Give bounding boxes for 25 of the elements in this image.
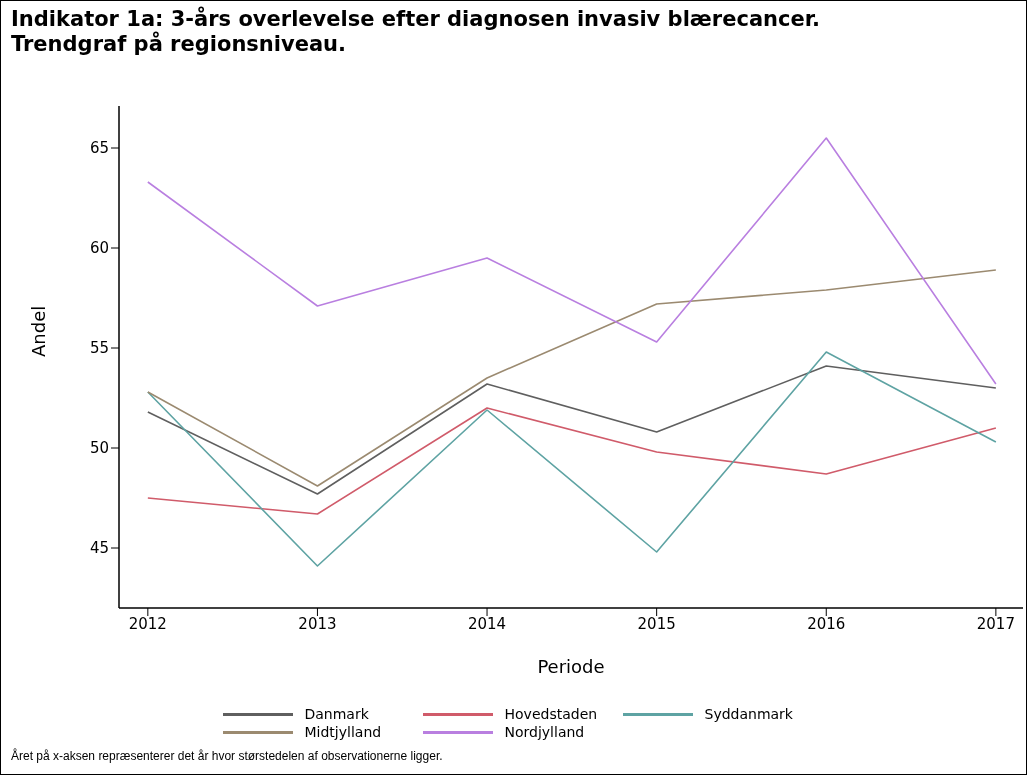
line-series: [147, 269, 997, 487]
y-tick-label: 45: [89, 539, 109, 558]
x-tick-label: 2013: [298, 614, 337, 633]
legend-label: Hovedstaden: [504, 705, 599, 723]
x-tick-label: 2015: [637, 614, 676, 633]
y-axis-title: Andel: [28, 305, 50, 357]
chart-title: Indikator 1a: 3-års overlevelse efter diagnosen invasiv blærecancer. Trendgraf på regionsniveau.: [11, 7, 821, 57]
text: Året på x-aksen repræsenterer det år hvor størstedelen af observationerne ligger.: [11, 749, 443, 763]
line-series: [147, 351, 997, 567]
x-tick-label: 2016: [807, 614, 846, 633]
y-tick-label: 50: [89, 439, 109, 458]
y-tick-label: 65: [89, 139, 109, 158]
y-tick-label: 60: [89, 239, 109, 258]
x-tick-label: 2017: [976, 614, 1015, 633]
legend-label: Midtjylland: [304, 723, 383, 741]
x-axis-title: Periode: [537, 656, 605, 677]
line-series: [147, 365, 997, 495]
legend-label: Danmark: [304, 705, 370, 723]
x-tick-label: 2012: [128, 614, 167, 633]
legend-label: Syddanmark: [704, 705, 794, 723]
line-series: [147, 137, 997, 385]
y-tick-label: 55: [89, 339, 109, 358]
legend-label: Nordjylland: [504, 723, 586, 741]
line-series: [147, 407, 997, 515]
x-tick-label: 2014: [467, 614, 507, 633]
